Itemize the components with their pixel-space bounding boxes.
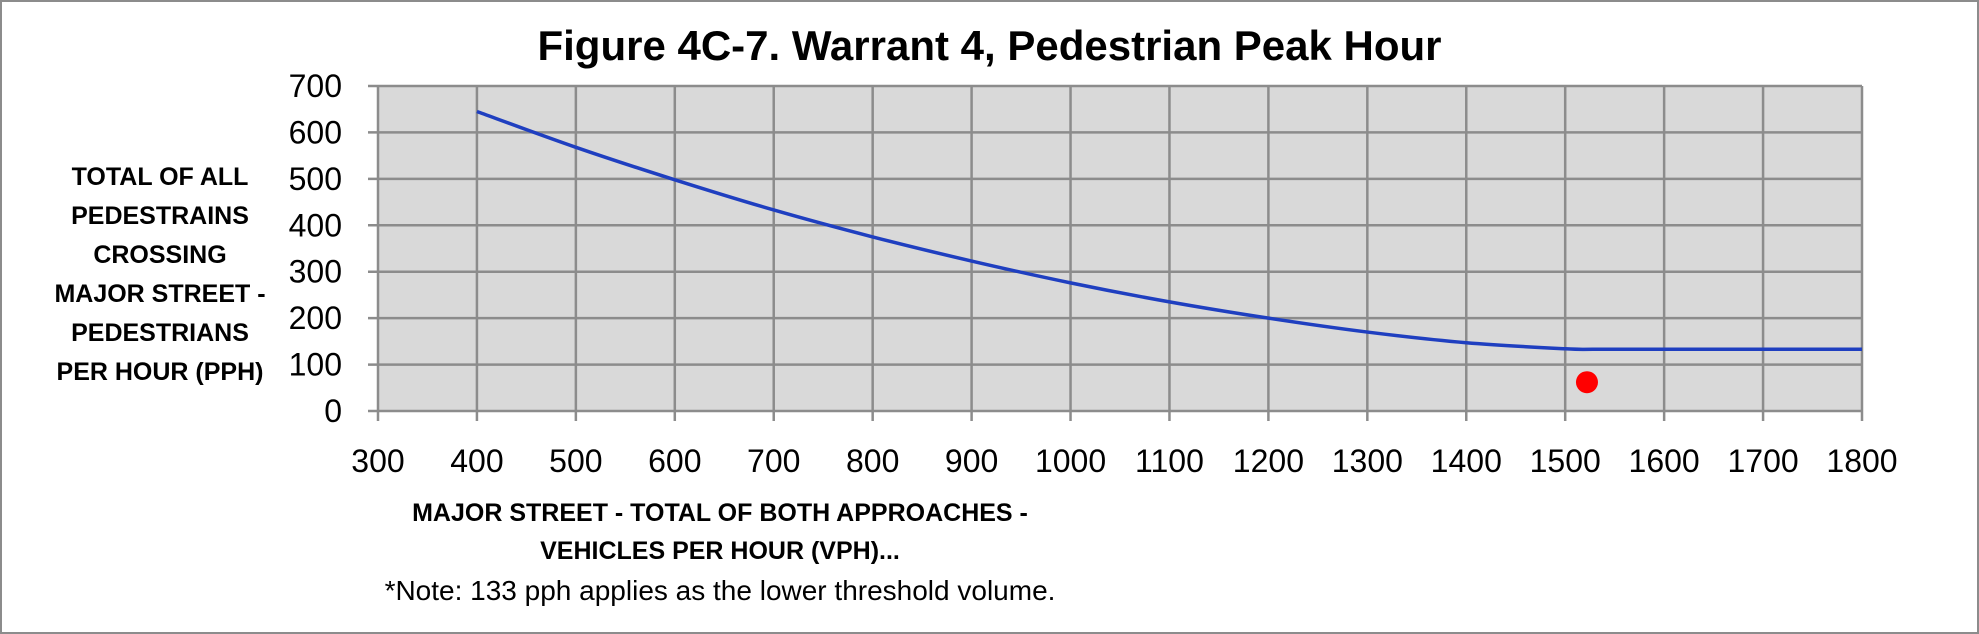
- x-tick-label: 1700: [1727, 443, 1798, 479]
- x-axis-label: MAJOR STREET - TOTAL OF BOTH APPROACHES …: [412, 499, 1028, 565]
- x-tick-label: 900: [945, 443, 998, 479]
- y-tick-label: 400: [289, 207, 342, 243]
- y-tick-label: 100: [289, 347, 342, 383]
- x-tick-label: 1300: [1332, 443, 1403, 479]
- x-tick-label: 800: [846, 443, 899, 479]
- x-tick-label: 400: [450, 443, 503, 479]
- x-tick-label: 1800: [1826, 443, 1897, 479]
- y-tick-label: 600: [289, 114, 342, 150]
- x-tick-label: 1500: [1530, 443, 1601, 479]
- x-tick-label: 500: [549, 443, 602, 479]
- x-tick-label: 1200: [1233, 443, 1304, 479]
- warrant-curve-line: [476, 109, 1862, 352]
- x-tick-label: 700: [747, 443, 800, 479]
- x-tick-label: 1000: [1035, 443, 1106, 479]
- y-tick-label: 0: [324, 393, 342, 429]
- y-tick-label: 300: [289, 254, 342, 290]
- y-tick-label: 700: [289, 68, 342, 104]
- x-tick-label: 1600: [1629, 443, 1700, 479]
- plot-background: [378, 86, 1862, 411]
- y-tick-label: 500: [289, 161, 342, 197]
- chart-title: Figure 4C-7. Warrant 4, Pedestrian Peak …: [537, 22, 1442, 69]
- data-point-marker: [1575, 371, 1598, 394]
- x-tick-label: 600: [648, 443, 701, 479]
- y-tick-label: 200: [289, 300, 342, 336]
- x-tick-label: 1100: [1135, 443, 1204, 479]
- x-tick-label: 300: [351, 443, 404, 479]
- threshold-note: *Note: 133 pph applies as the lower thre…: [384, 575, 1056, 606]
- y-axis-label: TOTAL OF ALL PEDESTRAINS CROSSING MAJOR …: [54, 163, 266, 386]
- x-tick-label: 1400: [1431, 443, 1502, 479]
